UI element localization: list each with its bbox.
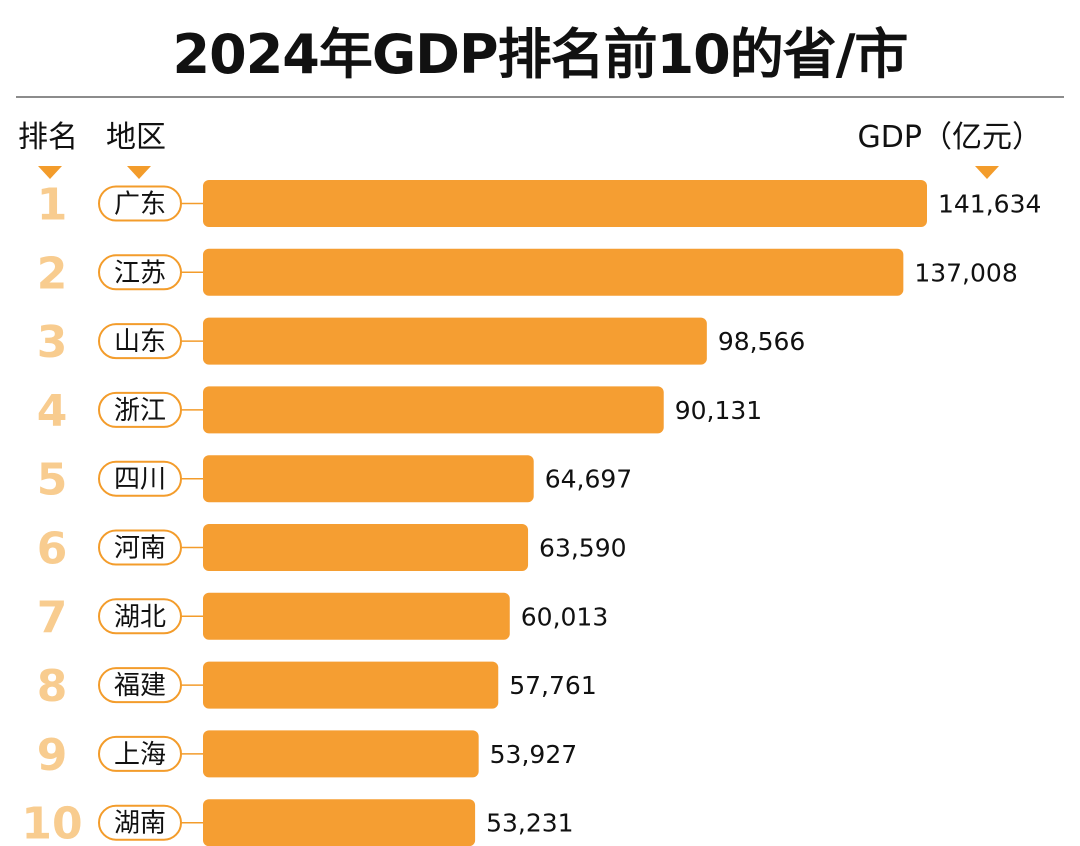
- value-label: 53,927: [490, 740, 577, 769]
- rank-number: 7: [37, 592, 68, 643]
- bar: [203, 592, 510, 640]
- region-down-triangle-icon: [127, 166, 151, 179]
- title-divider: [16, 96, 1064, 98]
- rank-number: 1: [37, 180, 68, 231]
- region-header: 地区: [106, 120, 166, 155]
- value-label: 64,697: [545, 465, 632, 494]
- rank-number: 2: [37, 248, 68, 299]
- region-pill: [98, 667, 182, 704]
- region-label: 上海: [114, 740, 166, 770]
- region-label: 河南: [114, 534, 166, 564]
- region-pill: [98, 460, 182, 497]
- region-pill: [98, 804, 182, 841]
- region-pill: [98, 323, 182, 360]
- rank-number: 5: [37, 455, 68, 506]
- rank-number: 9: [37, 730, 68, 781]
- bar: [203, 661, 499, 709]
- rank-number: 4: [37, 386, 68, 437]
- bar: [203, 730, 479, 778]
- rank-number: 3: [37, 317, 68, 368]
- bar: [203, 455, 534, 503]
- value-label: 141,634: [938, 190, 1041, 219]
- value-label: 98,566: [718, 327, 805, 356]
- bar: [203, 799, 476, 846]
- region-pill: [98, 529, 182, 566]
- region-label: 福建: [114, 671, 166, 701]
- region-label: 湖北: [114, 602, 166, 632]
- rank-down-triangle-icon: [38, 166, 62, 179]
- region-label: 山东: [114, 327, 166, 357]
- region-label: 广东: [114, 190, 166, 220]
- region-pill: [98, 254, 182, 291]
- region-label: 浙江: [114, 396, 166, 426]
- value-label: 53,231: [486, 809, 573, 838]
- gdp-down-triangle-icon: [975, 166, 999, 179]
- value-label: 63,590: [539, 534, 626, 563]
- region-pill: [98, 735, 182, 772]
- rank-number: 10: [21, 799, 82, 846]
- bar: [203, 180, 927, 227]
- value-label: 137,008: [914, 258, 1017, 287]
- bar: [203, 317, 707, 365]
- value-label: 90,131: [675, 396, 762, 425]
- bar: [203, 386, 664, 434]
- bar: [203, 248, 904, 296]
- region-label: 四川: [114, 465, 166, 495]
- value-label: 57,761: [509, 671, 596, 700]
- region-pill: [98, 185, 182, 222]
- bar: [203, 524, 529, 571]
- region-pill: [98, 598, 182, 635]
- region-pill: [98, 391, 182, 428]
- region-label: 江苏: [114, 258, 166, 288]
- gdp-header: GDP（亿元）: [857, 120, 1042, 155]
- value-label: 60,013: [521, 602, 608, 631]
- region-label: 湖南: [114, 809, 166, 839]
- rank-number: 6: [37, 524, 68, 575]
- rank-header: 排名: [18, 120, 78, 155]
- chart-title: 2024年GDP排名前10的省/市: [172, 23, 909, 86]
- rank-number: 8: [37, 661, 68, 712]
